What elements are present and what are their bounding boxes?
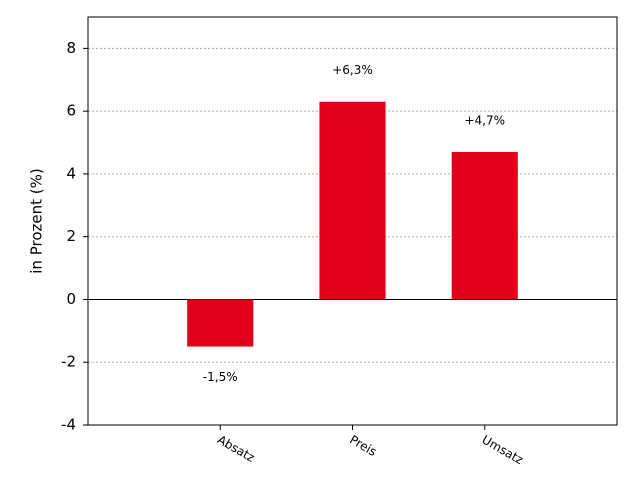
- bar: [319, 101, 386, 300]
- y-tick-label: -2: [61, 353, 76, 371]
- y-axis-label: in Prozent (%): [28, 168, 46, 273]
- y-tick-label: -4: [61, 416, 76, 434]
- value-label: -1,5%: [203, 370, 238, 384]
- y-tick-label: 8: [66, 39, 76, 57]
- y-tick-label: 6: [66, 102, 76, 120]
- y-tick-label: 0: [66, 290, 76, 308]
- x-tick-label: Preis: [347, 433, 379, 459]
- y-tick-label: 4: [66, 164, 76, 182]
- y-tick-label: 2: [66, 227, 76, 245]
- plot-frame: [87, 16, 618, 426]
- bar: [451, 151, 518, 300]
- bar: [187, 299, 254, 347]
- value-label: +4,7%: [464, 113, 505, 127]
- value-label: +6,3%: [332, 63, 373, 77]
- x-tick-label: Umsatz: [480, 433, 526, 468]
- x-tick-label: Absatz: [215, 433, 257, 465]
